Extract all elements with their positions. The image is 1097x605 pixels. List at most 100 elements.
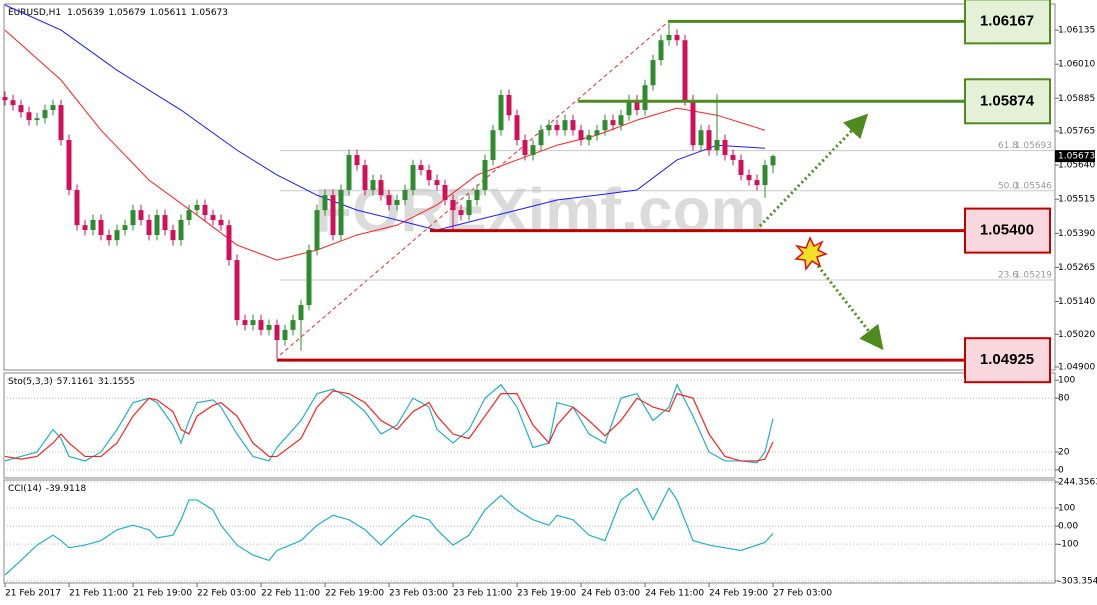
candle-body xyxy=(770,156,776,166)
candle-body xyxy=(274,324,280,340)
fib-price: 1.05219 xyxy=(1015,270,1052,280)
candle-body xyxy=(586,135,592,141)
candle-body xyxy=(538,130,544,146)
candle-body xyxy=(266,324,272,330)
x-tick-label: 22 Feb 03:00 xyxy=(197,589,256,599)
candle-body xyxy=(762,165,768,186)
y-tick-label: 1.05265 xyxy=(1058,263,1095,273)
candle-body xyxy=(130,210,136,226)
high: 1.05679 xyxy=(108,8,145,18)
symbol: EURUSD,H1 xyxy=(8,8,61,18)
candle-body xyxy=(514,115,520,141)
candle-body xyxy=(474,189,480,201)
candle-body xyxy=(154,215,160,235)
candle-body xyxy=(306,249,312,306)
candle-body xyxy=(370,180,376,190)
candle-body xyxy=(114,230,120,241)
candle-body xyxy=(202,204,208,216)
candle-body xyxy=(178,219,184,241)
fibonacci-trendline xyxy=(279,21,669,356)
candle-body xyxy=(362,165,368,190)
level-box xyxy=(964,207,1051,254)
candle-body xyxy=(730,155,736,160)
x-tick-label: 23 Feb 11:00 xyxy=(453,589,512,599)
y-tick-label: 1.05020 xyxy=(1058,330,1095,340)
candle-body xyxy=(82,225,88,231)
y-tick-label: 1.04900 xyxy=(1058,362,1095,372)
candle-body xyxy=(418,165,424,171)
candle-body xyxy=(594,130,600,136)
cci-value: -39.9118 xyxy=(46,484,87,494)
candle-body xyxy=(722,140,728,156)
candle-body xyxy=(282,329,288,340)
candle-body xyxy=(706,130,712,151)
level-label: 1.05874 xyxy=(980,92,1035,109)
candle-body xyxy=(42,110,48,119)
moving-average xyxy=(4,29,766,261)
oscillator-line xyxy=(4,390,774,462)
x-tick-label: 22 Feb 11:00 xyxy=(261,589,320,599)
candle-body xyxy=(618,115,624,126)
y-tick-label: 20 xyxy=(1058,447,1070,457)
y-tick-label: 100 xyxy=(1058,376,1075,386)
fib-ratio: 23.6 xyxy=(998,270,1018,280)
candle-body xyxy=(490,130,496,160)
candle-body xyxy=(434,180,440,186)
level-box xyxy=(964,337,1051,384)
candle-body xyxy=(602,120,608,131)
y-tick-label: 1.05515 xyxy=(1058,195,1095,205)
cci-panel xyxy=(3,479,1056,584)
candle-body xyxy=(410,165,416,190)
candle-body xyxy=(426,170,432,181)
candle-body xyxy=(682,40,688,101)
x-tick-label: 27 Feb 03:00 xyxy=(773,589,832,599)
candle-body xyxy=(242,320,248,325)
x-tick-label: 21 Feb 19:00 xyxy=(133,589,192,599)
candle-body xyxy=(26,112,32,121)
candle-body xyxy=(330,195,336,235)
y-tick-label: 1.05390 xyxy=(1058,229,1095,239)
candle-body xyxy=(34,118,40,121)
candle-body xyxy=(186,210,192,220)
candle-body xyxy=(394,200,400,205)
candle-body xyxy=(610,120,616,126)
y-tick-label: 244.3563 xyxy=(1058,478,1097,488)
candle-body xyxy=(650,60,656,86)
stochastic-k: 57.1161 xyxy=(57,377,94,387)
candle-body xyxy=(250,320,256,325)
candle-body xyxy=(498,95,504,131)
x-tick-label: 24 Feb 03:00 xyxy=(581,589,640,599)
candle-body xyxy=(754,180,760,186)
candle-body xyxy=(162,215,168,231)
candle-body xyxy=(66,140,72,190)
x-tick-label: 22 Feb 19:00 xyxy=(325,589,384,599)
candle-body xyxy=(746,174,752,181)
fib-price: 1.05693 xyxy=(1015,141,1052,151)
candle-body xyxy=(450,200,456,211)
y-tick-label: 100 xyxy=(1058,504,1075,514)
candle-body xyxy=(122,225,128,231)
y-tick-label: 0.00 xyxy=(1058,522,1078,532)
watermark: FOREXimf.com xyxy=(314,176,765,245)
cci-title: CCI(14) xyxy=(8,484,42,494)
y-tick-label: 1.05885 xyxy=(1058,94,1095,104)
y-tick-label: 80 xyxy=(1058,394,1070,404)
down-arrow xyxy=(813,261,884,351)
price-label: 1.05673 xyxy=(1058,152,1095,162)
candle-body xyxy=(506,95,512,116)
cci-header: CCI(14) -39.9118 xyxy=(8,484,86,494)
candle-body xyxy=(210,215,216,220)
y-tick-label: 1.05640 xyxy=(1058,161,1095,171)
fib-ratio: 61.8 xyxy=(998,141,1018,151)
level-box xyxy=(964,78,1051,125)
stochastic-title: Sto(5,3,3) xyxy=(8,377,53,387)
x-tick-label: 23 Feb 19:00 xyxy=(517,589,576,599)
candle-body xyxy=(138,210,144,220)
main-panel xyxy=(3,3,1056,371)
x-tick-label: 21 Feb 2017 xyxy=(5,589,61,599)
candle-body xyxy=(10,100,16,106)
candle-body xyxy=(738,159,744,175)
fib-ratio: 50.0 xyxy=(998,181,1018,191)
candle-body xyxy=(106,234,112,241)
